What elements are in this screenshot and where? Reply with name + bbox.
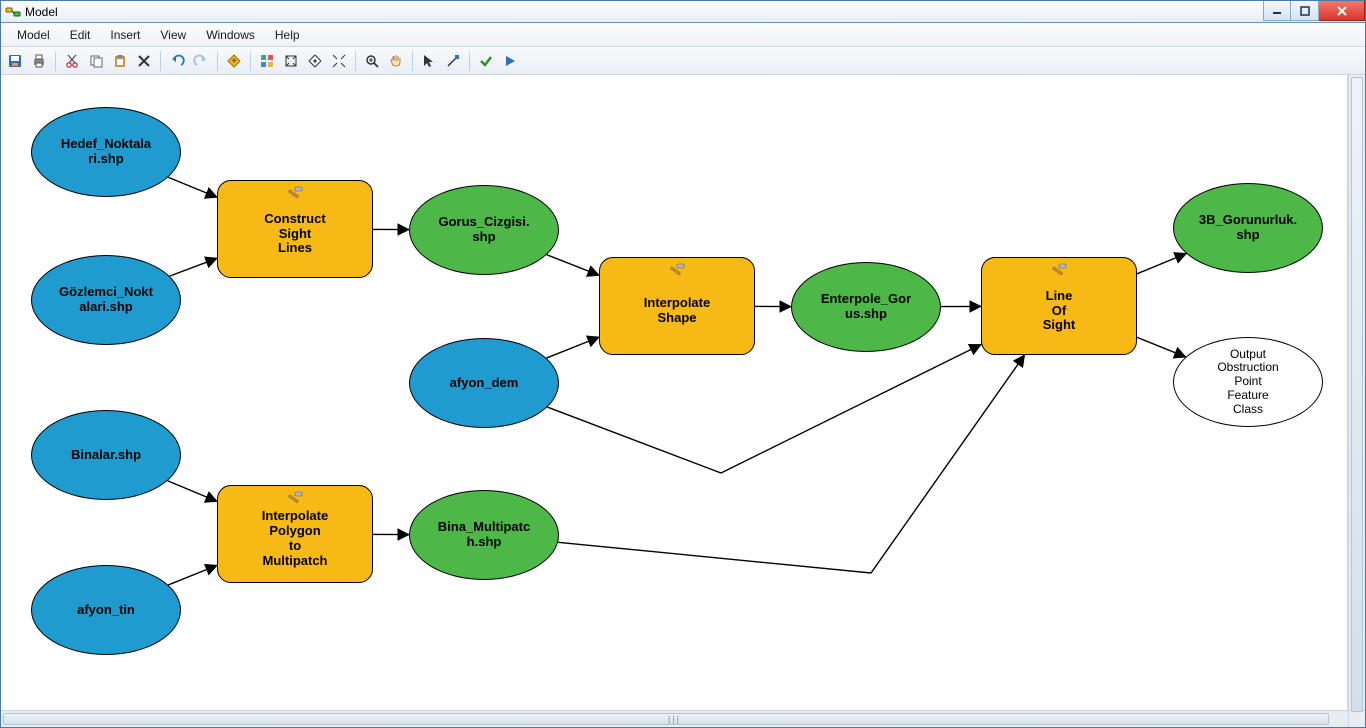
node-n_3b[interactable]: 3B_Gorunurluk. shp <box>1173 183 1323 273</box>
grid-icon[interactable] <box>257 51 277 71</box>
edge-n_hedef-n_constr[interactable] <box>168 177 217 197</box>
hscroll-row: ||| <box>1 710 1365 727</box>
canvas[interactable]: Hedef_Noktala ri.shp Gözlemci_Nokt alari.… <box>1 75 1348 710</box>
hscroll-thumb[interactable] <box>3 713 1329 725</box>
window-controls <box>1263 1 1365 21</box>
close-button[interactable] <box>1319 1 1365 21</box>
fixed-zoom-in-icon[interactable] <box>305 51 325 71</box>
toolbar: + <box>1 47 1365 75</box>
menubar: ModelEditInsertViewWindowsHelp <box>1 23 1365 47</box>
node-n_gozlem[interactable]: Gözlemci_Nokt alari.shp <box>31 255 181 345</box>
tool-hammer-icon <box>286 490 304 508</box>
pan-icon[interactable] <box>386 51 406 71</box>
connect-icon[interactable] <box>443 51 463 71</box>
edge-n_bina-n_ipoly[interactable] <box>168 481 217 502</box>
menu-help[interactable]: Help <box>265 25 310 45</box>
node-n_hedef[interactable]: Hedef_Noktala ri.shp <box>31 107 181 197</box>
run-icon[interactable] <box>500 51 520 71</box>
app-icon <box>5 4 21 20</box>
fixed-zoom-out-icon[interactable] <box>329 51 349 71</box>
node-n_ipoly[interactable]: Interpolate Polygon to Multipatch <box>217 485 373 583</box>
vertical-scrollbar[interactable] <box>1348 75 1365 710</box>
edge-n_gorus-n_interp[interactable] <box>547 255 599 276</box>
menu-edit[interactable]: Edit <box>60 25 101 45</box>
save-icon[interactable] <box>5 51 25 71</box>
cut-icon[interactable] <box>62 51 82 71</box>
toolbar-separator <box>217 51 218 71</box>
node-label: Enterpole_Gor us.shp <box>821 292 911 322</box>
edge-n_los-n_3b[interactable] <box>1137 254 1186 274</box>
node-label: Binalar.shp <box>71 448 141 463</box>
node-label: afyon_dem <box>450 376 519 391</box>
node-label: Gözlemci_Nokt alari.shp <box>59 285 153 315</box>
node-n_gorus[interactable]: Gorus_Cizgisi. shp <box>409 185 559 275</box>
menu-model[interactable]: Model <box>7 25 60 45</box>
maximize-button[interactable] <box>1291 1 1319 21</box>
node-n_bmulti[interactable]: Bina_Multipatc h.shp <box>409 490 559 580</box>
edges-layer <box>1 75 1347 710</box>
edge-n_bmulti-n_los[interactable] <box>558 355 1024 573</box>
node-label: 3B_Gorunurluk. shp <box>1199 213 1297 243</box>
toolbar-separator <box>412 51 413 71</box>
add-data-icon[interactable]: + <box>224 51 244 71</box>
node-n_obstr[interactable]: Output Obstruction Point Feature Class <box>1173 337 1323 427</box>
undo-icon[interactable] <box>167 51 187 71</box>
svg-text:+: + <box>231 56 237 67</box>
node-label: Output Obstruction Point Feature Class <box>1217 348 1278 417</box>
node-n_aftin[interactable]: afyon_tin <box>31 565 181 655</box>
edge-n_gozlem-n_constr[interactable] <box>170 258 217 276</box>
minimize-button[interactable] <box>1263 1 1291 21</box>
node-n_constr[interactable]: Construct Sight Lines <box>217 180 373 278</box>
toolbar-separator <box>469 51 470 71</box>
edge-n_afdem-n_interp[interactable] <box>546 337 599 358</box>
toolbar-separator <box>250 51 251 71</box>
model-window: Model ModelEditInsertViewWindowsHelp + H… <box>0 0 1366 728</box>
tool-hammer-icon <box>286 185 304 203</box>
node-n_enter[interactable]: Enterpole_Gor us.shp <box>791 262 941 352</box>
hscroll-grip-icon: ||| <box>668 714 681 724</box>
zoom-icon[interactable] <box>362 51 382 71</box>
node-n_bina[interactable]: Binalar.shp <box>31 410 181 500</box>
node-label: Line Of Sight <box>1043 289 1076 334</box>
node-label: Construct Sight Lines <box>264 212 325 257</box>
select-icon[interactable] <box>419 51 439 71</box>
node-label: afyon_tin <box>77 603 135 618</box>
node-n_afdem[interactable]: afyon_dem <box>409 338 559 428</box>
menu-view[interactable]: View <box>150 25 196 45</box>
window-title: Model <box>25 5 58 19</box>
redo-icon[interactable] <box>191 51 211 71</box>
full-extent-icon[interactable] <box>281 51 301 71</box>
validate-icon[interactable] <box>476 51 496 71</box>
delete-icon[interactable] <box>134 51 154 71</box>
toolbar-separator <box>355 51 356 71</box>
node-label: Interpolate Shape <box>644 296 710 326</box>
node-label: Interpolate Polygon to Multipatch <box>262 509 328 569</box>
titlebar[interactable]: Model <box>1 1 1365 23</box>
node-n_los[interactable]: Line Of Sight <box>981 257 1137 355</box>
copy-icon[interactable] <box>86 51 106 71</box>
paste-icon[interactable] <box>110 51 130 71</box>
toolbar-separator <box>160 51 161 71</box>
edge-n_los-n_obstr[interactable] <box>1137 337 1186 357</box>
tool-hammer-icon <box>668 262 686 280</box>
node-n_interp[interactable]: Interpolate Shape <box>599 257 755 355</box>
horizontal-scrollbar[interactable]: ||| <box>1 711 1348 727</box>
node-label: Bina_Multipatc h.shp <box>438 520 530 550</box>
tool-hammer-icon <box>1050 262 1068 280</box>
edge-n_afdem-n_los[interactable] <box>547 345 981 473</box>
client-area: Hedef_Noktala ri.shp Gözlemci_Nokt alari.… <box>1 75 1365 710</box>
menu-windows[interactable]: Windows <box>196 25 265 45</box>
edge-n_aftin-n_ipoly[interactable] <box>168 565 217 585</box>
vscroll-thumb[interactable] <box>1351 77 1363 712</box>
toolbar-separator <box>55 51 56 71</box>
print-icon[interactable] <box>29 51 49 71</box>
scroll-corner <box>1348 711 1365 727</box>
node-label: Gorus_Cizgisi. shp <box>438 215 529 245</box>
menu-insert[interactable]: Insert <box>100 25 150 45</box>
node-label: Hedef_Noktala ri.shp <box>61 137 151 167</box>
